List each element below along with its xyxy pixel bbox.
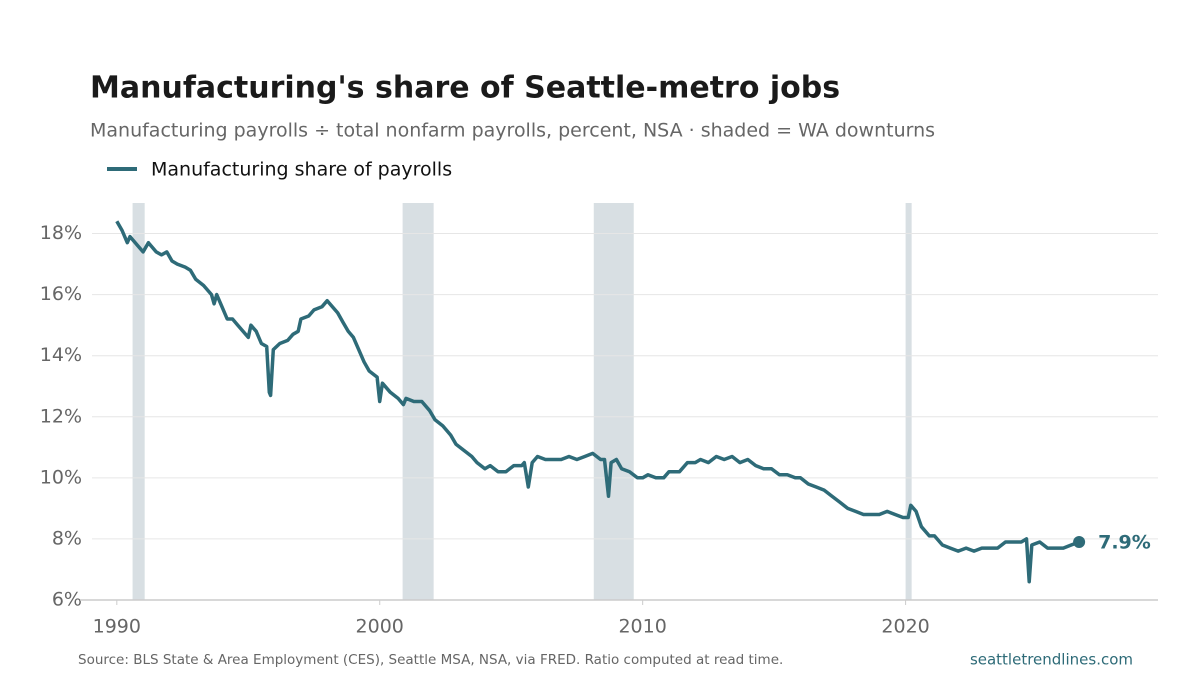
x-tick-label: 2020 (881, 616, 929, 638)
downturn-shade (905, 203, 912, 600)
chart-subtitle: Manufacturing payrolls ÷ total nonfarm p… (90, 120, 935, 142)
chart-title: Manufacturing's share of Seattle-metro j… (90, 71, 840, 106)
downturn-shade (593, 203, 634, 600)
y-tick-label: 14% (40, 344, 82, 366)
legend-label: Manufacturing share of payrolls (151, 159, 452, 181)
source-note: Source: BLS State & Area Employment (CES… (78, 652, 783, 668)
y-tick-label: 12% (40, 405, 82, 427)
y-tick-label: 16% (40, 283, 82, 305)
end-label: 7.9% (1098, 531, 1151, 553)
y-tick-label: 10% (40, 466, 82, 488)
end-point (1073, 535, 1086, 548)
downturn-shade (132, 203, 145, 600)
y-tick-label: 8% (52, 527, 82, 549)
x-tick-label: 1990 (93, 616, 141, 638)
site-credit: seattletrendlines.com (970, 651, 1133, 669)
x-tick-label: 2000 (356, 616, 404, 638)
x-tick-label: 2010 (618, 616, 666, 638)
y-tick-label: 18% (40, 222, 82, 244)
data-line (115, 220, 1080, 584)
y-tick-label: 6% (52, 589, 82, 611)
